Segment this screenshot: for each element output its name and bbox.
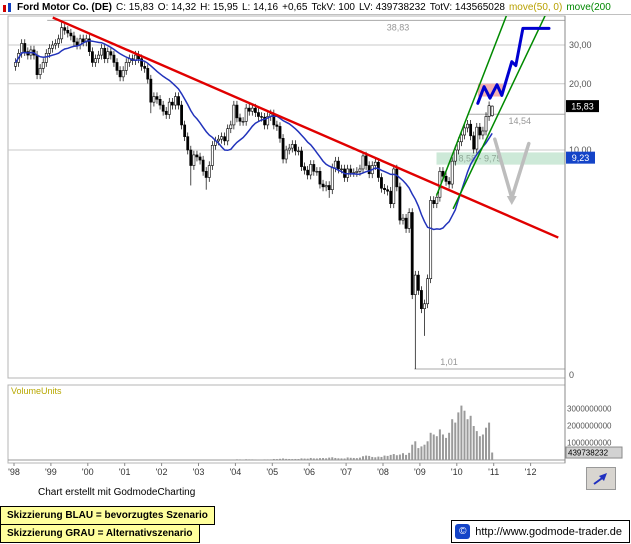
indicator-label-move200: move(200 [566, 1, 611, 13]
price-axis: 30,00 20,00 10,00 0 3000000000 2000000000 1000… [567, 40, 612, 447]
navigate-arrow-icon [593, 472, 607, 485]
year-tick-label: '12 [525, 467, 537, 477]
quote-high: H: 15,95 [200, 1, 238, 13]
indicator-label-move50: move(50, 0) [508, 1, 563, 13]
stock-chart[interactable]: 8,58 - 9,75 38,83 14,54 1,01 30,00 20,00 10,00… [0, 0, 631, 505]
price-tick-label: 0 [569, 370, 574, 380]
quote-open: O: 14,32 [157, 1, 197, 13]
scenario-note-gray: Skizzierung GRAU = Alternativszenario [0, 524, 200, 543]
year-tick-label: '10 [451, 467, 463, 477]
year-tick-label: '04 [230, 467, 242, 477]
level-label: 14,54 [508, 116, 531, 126]
year-tick-label: '01 [119, 467, 131, 477]
year-tick-label: '99 [45, 467, 57, 477]
volume-pane-label: VolumeUnits [11, 386, 62, 396]
support-band-label: 8,58 - 9,75 [459, 154, 502, 164]
volume-tick-label: 1000000000 [567, 439, 612, 448]
scenario-legend: Skizzierung BLAU = bevorzugtes Szenario … [0, 506, 215, 543]
level-label: 38,83 [387, 22, 410, 32]
time-axis: '98 '99 '00 '01 '02 '03 '04 '05 '06 '07 '08 '09 '10 '… [8, 463, 536, 477]
year-tick-label: '98 [8, 467, 20, 477]
last-price-box [566, 100, 599, 113]
target-price-box [566, 151, 595, 164]
year-tick-label: '02 [156, 467, 168, 477]
volume-tick-label: 2000000000 [567, 422, 612, 431]
candles [14, 20, 494, 370]
year-tick-label: '03 [193, 467, 205, 477]
website-url[interactable]: http://www.godmode-trader.de [475, 525, 622, 538]
instrument-title: Ford Motor Co. (DE) [17, 1, 112, 13]
quote-low: L: 14,16 [241, 1, 279, 13]
quote-close: C: 15,83 [115, 1, 154, 13]
downtrend-line[interactable] [52, 16, 559, 239]
year-tick-label: '08 [377, 467, 389, 477]
volume-pane[interactable] [7, 384, 566, 464]
quote-totalvolume: TotV: 143565028 [429, 1, 505, 13]
year-tick-label: '09 [414, 467, 426, 477]
year-tick-label: '06 [303, 467, 315, 477]
scenario-note-blue: Skizzierung BLAU = bevorzugtes Szenario [0, 506, 215, 525]
scenario-blue-sketch [476, 26, 551, 105]
channel-line[interactable] [435, 15, 508, 196]
quote-lastvolume: LV: 439738232 [358, 1, 426, 13]
chart-credit-text: Chart erstellt mit GodmodeCharting [38, 487, 196, 498]
chart-header: Ford Motor Co. (DE) C: 15,83 O: 14,32 H:… [0, 0, 631, 15]
navigate-button[interactable] [586, 467, 616, 490]
year-tick-label: '00 [82, 467, 94, 477]
volume-tick-label: 3000000000 [567, 405, 612, 414]
quote-tickvolume: TckV: 100 [311, 1, 355, 13]
price-tick-label: 20,00 [569, 79, 592, 89]
price-tick-label: 30,00 [569, 40, 592, 50]
app-icon [3, 2, 11, 12]
website-box: © http://www.godmode-trader.de [451, 520, 630, 543]
year-tick-label: '05 [266, 467, 278, 477]
price-levels: 38,83 14,54 1,01 [47, 19, 565, 370]
price-tick-label: 10,00 [569, 145, 592, 155]
level-label: 1,01 [440, 357, 458, 367]
ma-line [14, 39, 493, 231]
price-pane[interactable] [7, 15, 566, 379]
year-tick-label: '11 [488, 467, 499, 477]
target-price-box-label: 9,23 [572, 153, 590, 163]
quote-change: +0,65 [282, 1, 308, 13]
copyright-icon: © [455, 524, 471, 539]
channel-line[interactable] [452, 15, 546, 210]
last-price-box-label: 15,83 [571, 102, 594, 112]
gray-arrowhead-icon [506, 196, 517, 206]
last-volume-box [565, 446, 623, 459]
year-tick-label: '07 [340, 467, 352, 477]
last-volume-box-label: 439738232 [568, 449, 609, 458]
